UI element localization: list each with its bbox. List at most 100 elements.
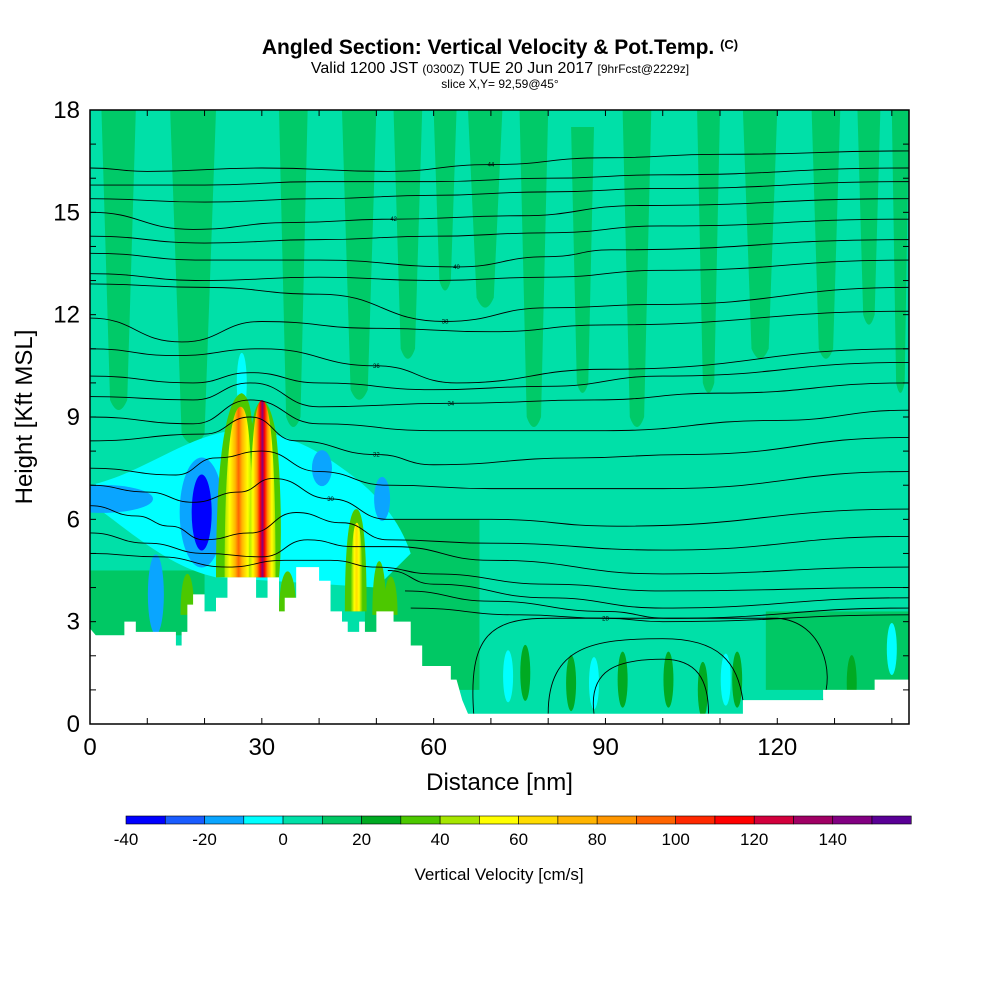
isentrope-line	[90, 450, 909, 490]
pbl-contour	[472, 617, 828, 714]
isentrope-line	[90, 239, 909, 268]
updraft-band	[170, 110, 216, 445]
forecast-tag: [9hrFcst@2229z]	[597, 62, 690, 76]
isentrope-line	[90, 283, 909, 322]
pbl-contour	[547, 638, 744, 714]
valid-zulu: (0300Z)	[422, 62, 465, 76]
pbl-contour	[592, 658, 709, 714]
colorbar-tick-label: 0	[278, 830, 287, 849]
plot-area: 44 42 40 38 36 34 32 30 28	[90, 110, 909, 724]
colorbar-swatch	[125, 815, 166, 825]
colorbar-swatch	[675, 815, 716, 825]
y-axis-label: Height [Kft MSL]	[11, 330, 38, 505]
terrain	[90, 567, 909, 724]
isentrope-label: 32	[373, 453, 380, 459]
isentrope-label: 42	[390, 217, 397, 223]
isentrope-label: 36	[373, 364, 380, 370]
colorbar-tick-label: -20	[192, 830, 217, 849]
colorbar-tick-label: 100	[661, 830, 689, 849]
colorbar-swatch	[557, 815, 598, 825]
chart-title: Angled Section: Vertical Velocity & Pot.…	[0, 36, 1000, 60]
colorbar-swatch	[322, 815, 362, 825]
boundary-layer-updraft	[663, 651, 674, 708]
updraft-band	[433, 110, 457, 291]
colorbar-swatch	[793, 815, 834, 825]
colorbar-tick-label: 140	[819, 830, 847, 849]
valid-date: TUE 20 Jun 2017	[468, 60, 594, 77]
downdraft-cell	[374, 476, 391, 521]
valid-time: Valid 1200 JST	[310, 60, 418, 77]
isentrope-line	[90, 181, 909, 203]
colorbar-swatch	[243, 815, 284, 825]
boundary-layer-updraft	[520, 644, 531, 701]
colorbar-swatch	[596, 815, 637, 825]
updraft-cell	[372, 561, 387, 615]
boundary-layer-downdraft	[720, 653, 731, 706]
isentrope-label: 44	[488, 163, 495, 169]
isentrope-line	[90, 259, 909, 282]
downdraft-core	[191, 474, 212, 551]
updraft-band	[811, 110, 841, 359]
downdraft-cell	[90, 484, 153, 513]
x-axis-label: Distance [nm]	[426, 769, 573, 796]
updraft-band	[468, 110, 503, 308]
y-tick-label: 18	[53, 97, 80, 124]
y-tick-label: 15	[53, 199, 80, 226]
chart-title-tag: (C)	[720, 37, 739, 52]
boundary-layer-downdraft	[886, 622, 897, 675]
isentrope-line	[90, 167, 909, 186]
slice-info: slice X,Y= 92,59@45°	[441, 77, 559, 91]
colorbar-swatch	[714, 815, 755, 825]
y-tick-label: 12	[53, 302, 80, 329]
updraft-band	[571, 127, 594, 393]
x-tick-label: 60	[420, 734, 447, 761]
isentrope-line	[90, 399, 909, 432]
colorbar-tick-label: 20	[352, 830, 371, 849]
isentrope-line	[90, 361, 909, 391]
isentrope-line	[90, 310, 909, 343]
isentrope-label: 38	[442, 319, 449, 325]
isentrope-label: 30	[327, 497, 334, 503]
colorbar-swatch	[204, 815, 245, 825]
x-tick-label: 0	[83, 734, 96, 761]
colorbar-swatch	[164, 815, 205, 825]
x-tick-label: 120	[757, 734, 797, 761]
isentrope-line	[90, 218, 909, 244]
colorbar-swatch	[832, 815, 873, 825]
boundary-layer-updraft	[566, 655, 577, 712]
colorbar-tick-label: 40	[431, 830, 450, 849]
colorbar-swatch	[753, 815, 794, 825]
isentrope-line	[90, 532, 909, 575]
isentrope-line	[90, 477, 909, 527]
isentrope-line	[90, 348, 909, 384]
boundary-layer-downdraft	[503, 650, 514, 703]
x-tick-label: 30	[248, 734, 275, 761]
boundary-layer-downdraft	[589, 657, 599, 710]
isentrope-line	[90, 416, 909, 466]
updraft-cell	[383, 576, 398, 615]
isentrope-line	[90, 505, 909, 551]
updraft-band	[857, 110, 881, 325]
colorbar-swatch	[479, 815, 519, 825]
updraft-band	[891, 110, 909, 393]
colorbar-tick-label: -40	[114, 830, 139, 849]
y-tick-label: 3	[67, 609, 80, 636]
boundary-layer-updraft	[732, 651, 743, 708]
colorbar-swatch	[636, 815, 676, 825]
isentrope-label: 34	[447, 401, 454, 407]
boundary-layer-updraft	[617, 651, 628, 708]
colorbar-label: Vertical Velocity [cm/s]	[414, 865, 583, 884]
chart-title-main: Angled Section: Vertical Velocity & Pot.…	[261, 36, 715, 59]
isentrope-line	[90, 150, 909, 172]
colorbar-swatch	[282, 815, 323, 825]
updraft-core	[350, 522, 363, 612]
downdraft-cell	[147, 554, 164, 635]
colorbar-swatch	[361, 815, 402, 825]
updraft-band	[519, 110, 549, 427]
updraft-band	[393, 110, 423, 359]
downdraft-cell	[311, 450, 332, 487]
colorbar-swatch	[518, 815, 559, 825]
low-level-updraft-zone	[765, 611, 909, 690]
